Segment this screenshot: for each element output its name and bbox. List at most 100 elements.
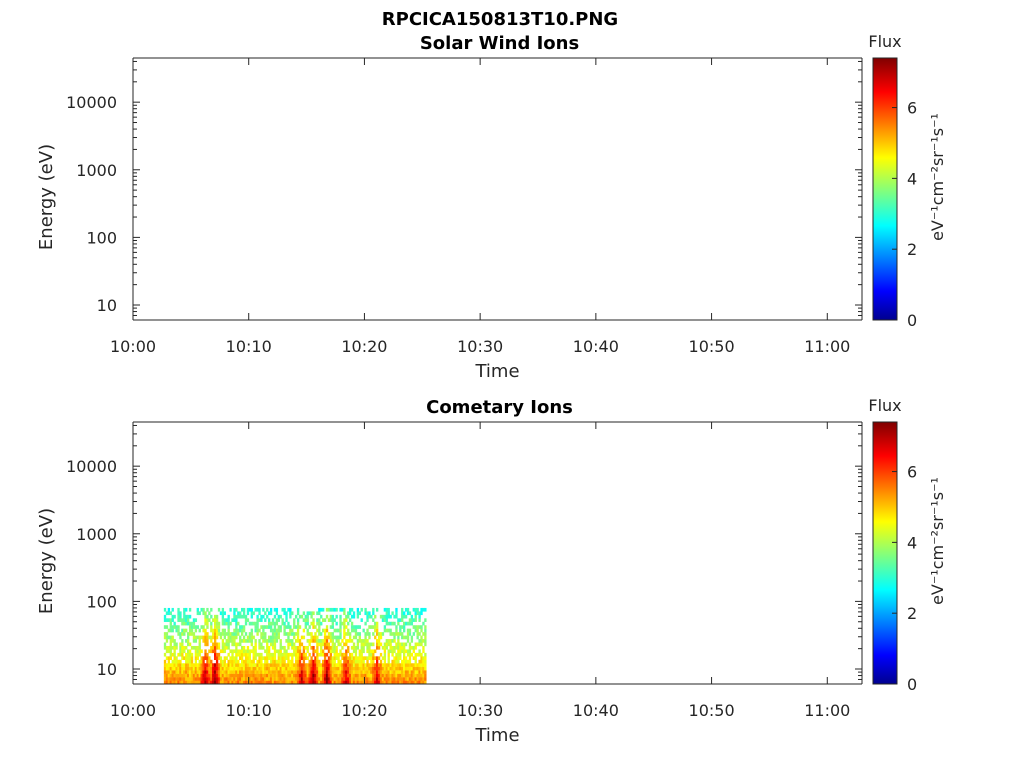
heatmap-cell bbox=[198, 663, 201, 667]
heatmap-cell bbox=[383, 663, 387, 667]
heatmap-cell bbox=[273, 680, 277, 685]
heatmap-cell bbox=[300, 614, 304, 619]
heatmap-cell bbox=[352, 645, 356, 650]
heatmap-cell bbox=[237, 632, 240, 636]
heatmap-cell bbox=[258, 611, 261, 616]
heatmap-cell bbox=[188, 670, 192, 674]
heatmap-cell bbox=[260, 652, 263, 657]
heatmap-cell bbox=[175, 666, 178, 671]
heatmap-cell bbox=[269, 607, 273, 612]
heatmap-cell bbox=[329, 673, 333, 678]
heatmap-cell bbox=[401, 670, 404, 674]
heatmap-cell bbox=[244, 618, 248, 622]
heatmap-cell bbox=[408, 649, 412, 654]
heatmap-cell bbox=[368, 680, 371, 685]
heatmap-cell bbox=[362, 659, 365, 664]
heatmap-cell bbox=[219, 663, 223, 667]
heatmap-cell bbox=[383, 652, 387, 657]
heatmap-cell bbox=[404, 670, 408, 674]
heatmap-cell bbox=[387, 628, 390, 633]
heatmap-cell bbox=[366, 632, 369, 636]
heatmap-cell bbox=[322, 666, 325, 671]
heatmap-cell bbox=[206, 632, 209, 636]
heatmap-cell bbox=[279, 645, 282, 650]
heatmap-cell bbox=[349, 639, 352, 643]
heatmap-cell bbox=[403, 621, 406, 626]
heatmap-cell bbox=[352, 659, 356, 664]
heatmap-cell bbox=[283, 652, 286, 657]
heatmap-cell bbox=[163, 670, 167, 674]
heatmap-cell bbox=[424, 607, 427, 612]
heatmap-cell bbox=[295, 677, 298, 681]
heatmap-cell bbox=[277, 666, 280, 671]
heatmap-cell bbox=[401, 614, 404, 619]
heatmap-cell bbox=[354, 659, 358, 664]
heatmap-cell bbox=[188, 652, 192, 657]
y-tick-label: 10 bbox=[97, 296, 117, 315]
heatmap-cell bbox=[183, 649, 186, 654]
heatmap-cell bbox=[302, 677, 306, 681]
heatmap-cell bbox=[322, 652, 325, 657]
heatmap-cell bbox=[283, 611, 286, 616]
heatmap-cell bbox=[175, 642, 178, 647]
heatmap-cell bbox=[366, 649, 369, 654]
heatmap-cell bbox=[350, 663, 354, 667]
heatmap-cell bbox=[295, 639, 298, 643]
heatmap-cell bbox=[416, 625, 419, 629]
heatmap-cell bbox=[173, 680, 176, 685]
heatmap-cell bbox=[181, 632, 184, 636]
heatmap-cell bbox=[271, 673, 275, 678]
heatmap-cell bbox=[275, 670, 279, 674]
heatmap-cell bbox=[225, 645, 228, 650]
heatmap-cell bbox=[163, 614, 167, 619]
heatmap-cell bbox=[329, 652, 333, 657]
heatmap-cell bbox=[401, 642, 404, 647]
heatmap-cell bbox=[379, 659, 383, 664]
heatmap-cell bbox=[277, 635, 280, 640]
heatmap-cell bbox=[171, 680, 174, 685]
heatmap-cell bbox=[412, 666, 415, 671]
heatmap-cell bbox=[341, 666, 344, 671]
heatmap-cell bbox=[327, 666, 331, 671]
heatmap-cell bbox=[310, 611, 313, 616]
heatmap-cell bbox=[190, 663, 194, 667]
heatmap-cell bbox=[343, 652, 346, 657]
heatmap-cell bbox=[387, 607, 390, 612]
heatmap-cell bbox=[169, 618, 172, 622]
heatmap-cell bbox=[169, 625, 172, 629]
heatmap-cell bbox=[289, 677, 292, 681]
heatmap-cell bbox=[177, 618, 180, 622]
heatmap-cell bbox=[304, 666, 307, 671]
heatmap-cell bbox=[331, 673, 334, 678]
heatmap-cell bbox=[268, 611, 271, 616]
heatmap-cell bbox=[385, 639, 388, 643]
heatmap-cell bbox=[364, 632, 367, 636]
heatmap-cell bbox=[181, 652, 184, 657]
heatmap-cell bbox=[414, 652, 417, 657]
heatmap-cell bbox=[345, 673, 348, 678]
heatmap-cell bbox=[300, 652, 304, 657]
heatmap-cell bbox=[214, 645, 217, 650]
heatmap-cell bbox=[188, 656, 192, 660]
heatmap-cell bbox=[362, 642, 365, 647]
heatmap-cell bbox=[335, 621, 338, 626]
heatmap-cell bbox=[165, 673, 169, 678]
heatmap-cell bbox=[302, 680, 306, 685]
heatmap-cell bbox=[352, 670, 356, 674]
heatmap-cell bbox=[258, 680, 261, 685]
heatmap-cell bbox=[360, 677, 363, 681]
heatmap-cell bbox=[356, 625, 360, 629]
heatmap-cell bbox=[424, 632, 427, 636]
heatmap-cell bbox=[370, 614, 373, 619]
heatmap-cell bbox=[279, 625, 282, 629]
heatmap-cell bbox=[412, 645, 415, 650]
heatmap-cell bbox=[217, 621, 221, 626]
heatmap-cell bbox=[185, 677, 188, 681]
heatmap-cell bbox=[289, 666, 292, 671]
heatmap-cell bbox=[306, 666, 309, 671]
heatmap-cell bbox=[339, 614, 342, 619]
heatmap-cell bbox=[287, 670, 290, 674]
heatmap-cell bbox=[318, 677, 321, 681]
heatmap-cell bbox=[364, 621, 367, 626]
heatmap-cell bbox=[397, 666, 400, 671]
